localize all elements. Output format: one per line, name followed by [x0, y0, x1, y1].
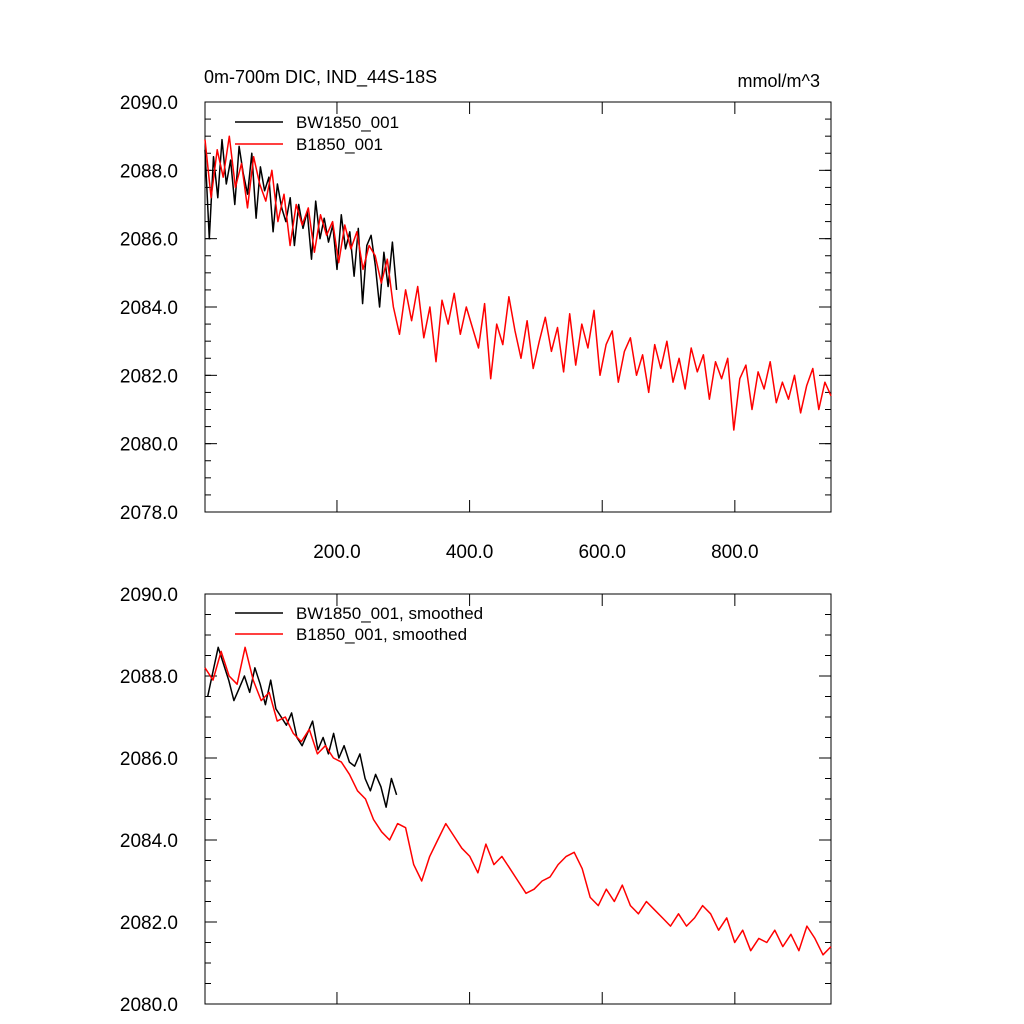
- ytick-label: 2090.0: [120, 93, 178, 114]
- xtick-label: 800.0: [711, 542, 759, 563]
- legend-label-bw1850-smoothed: BW1850_001, smoothed: [296, 604, 483, 623]
- top-series-line-b1850-001: [204, 135, 832, 431]
- ytick-label: 2090.0: [120, 585, 178, 606]
- ytick-label: 2086.0: [120, 230, 178, 251]
- ytick-label: 2088.0: [120, 161, 178, 182]
- bottom-plot-frame: [204, 593, 832, 1005]
- legend-label-b1850: B1850_001: [296, 135, 383, 154]
- ytick-label: 2086.0: [120, 749, 178, 770]
- bottom-legend: BW1850_001, smoothed B1850_001, smoothed: [235, 604, 483, 644]
- top-plot-frame: [204, 101, 832, 513]
- ytick-label: 2084.0: [120, 298, 178, 319]
- ytick-label: 2088.0: [120, 667, 178, 688]
- xtick-label: 200.0: [313, 542, 361, 563]
- bottom-series-line-b1850-001-smoothed: [204, 646, 832, 956]
- xtick-label: 600.0: [578, 542, 626, 563]
- legend-label-b1850-smoothed: B1850_001, smoothed: [296, 625, 467, 644]
- ytick-label: 2084.0: [120, 831, 178, 852]
- ytick-label: 2082.0: [120, 913, 178, 934]
- bottom-panel: 2080.0 2082.0 2084.0 2086.0 2088.0 2090.0 BW1…: [120, 585, 832, 1016]
- top-legend: BW1850_001 B1850_001: [235, 113, 399, 154]
- top-series-line-bw1850-001: [204, 138, 398, 308]
- chart-title: 0m-700m DIC, IND_44S-18S: [204, 67, 437, 88]
- xtick-label: 400.0: [446, 542, 494, 563]
- bottom-series-line-bw1850-001-smoothed: [206, 646, 398, 808]
- ytick-label: 2080.0: [120, 435, 178, 456]
- units-label: mmol/m^3: [738, 71, 820, 91]
- ytick-label: 2080.0: [120, 995, 178, 1016]
- legend-label-bw1850: BW1850_001: [296, 113, 399, 132]
- top-panel: 2078.0 2080.0 2082.0 2084.0 2086.0 2088.0 2090…: [120, 93, 832, 563]
- ytick-label: 2082.0: [120, 366, 178, 387]
- ytick-label: 2078.0: [120, 503, 178, 524]
